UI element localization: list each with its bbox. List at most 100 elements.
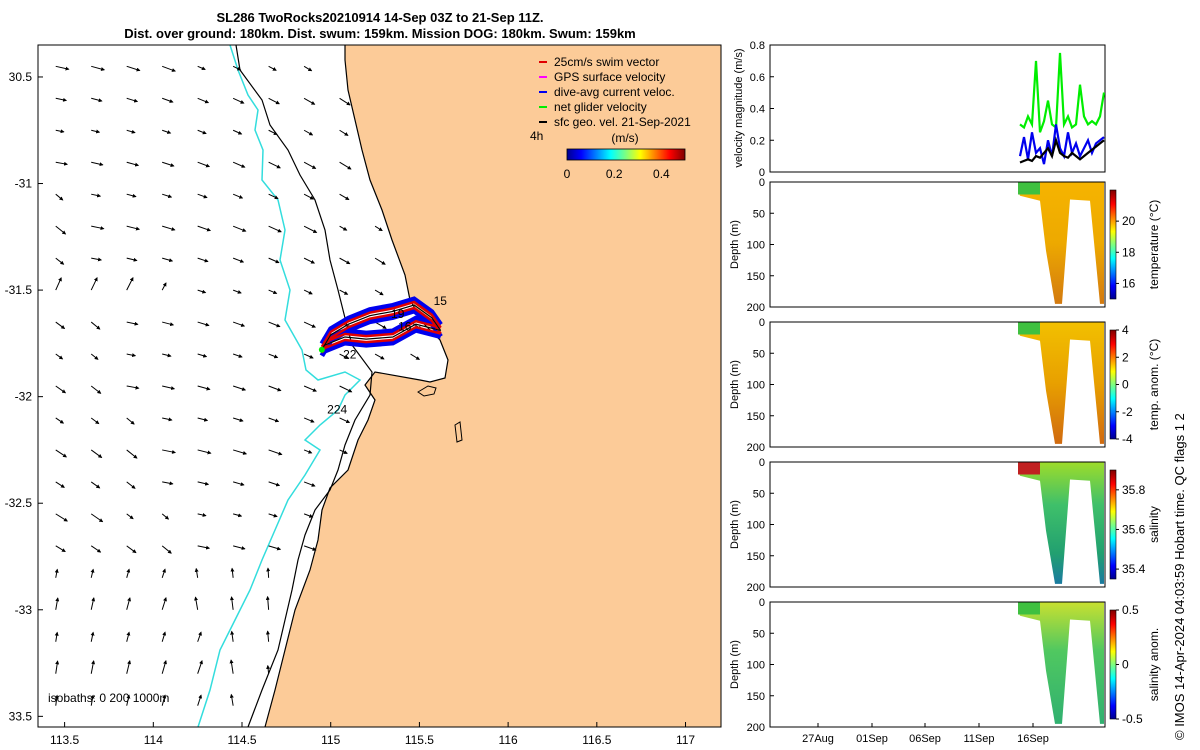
- colorbar-tick-label: 0.5: [1122, 603, 1139, 617]
- velocity-arrow: [55, 417, 65, 424]
- velocity-arrow: [303, 321, 316, 328]
- velocity-frame: [769, 44, 1106, 173]
- velocity-arrow: [90, 449, 103, 459]
- velocity-arrow: [339, 385, 353, 393]
- velocity-arrow: [126, 353, 137, 358]
- velocity-arrow: [54, 568, 59, 578]
- velocity-arrow: [410, 353, 421, 360]
- map-x-ticks: 113.5 114 114.5 115 115.5 116 116.5 117: [50, 722, 695, 747]
- velocity-arrow: [162, 97, 174, 103]
- section-panel: 0 50 100 150 200 Depth (m) -0.5 0 0.5 salinity an…: [729, 597, 1161, 734]
- legend-label: 25cm/s swim vector: [554, 55, 659, 69]
- map-y-tick-label: -32: [15, 390, 33, 404]
- velocity-arrow: [55, 660, 60, 674]
- velocity-arrow: [161, 694, 167, 706]
- velocity-arrow: [55, 65, 70, 71]
- velocity-arrow: [374, 289, 384, 296]
- time-label: 4h: [530, 129, 543, 143]
- velocity-arrow: [91, 257, 103, 262]
- velocity-arrow: [55, 321, 66, 330]
- velocity-series-line: [1018, 124, 1105, 165]
- velocity-arrow: [232, 161, 246, 168]
- velocity-arrow: [268, 481, 281, 487]
- velocity-arrow: [126, 97, 139, 103]
- section-colorbar: [1109, 189, 1117, 300]
- track-outbound: [319, 296, 443, 346]
- depth-tick-label: 0: [759, 317, 765, 329]
- velocity-arrow: [232, 225, 247, 232]
- velocity-y-tick-label: 0: [759, 167, 765, 179]
- velocity-arrow: [90, 545, 102, 553]
- velocity-arrow: [161, 545, 172, 554]
- velocity-arrow: [339, 449, 348, 454]
- velocity-arrow: [303, 513, 314, 518]
- velocity-arrow: [162, 161, 175, 167]
- velocity-arrow: [55, 513, 68, 522]
- velocity-arrow: [90, 694, 95, 706]
- velocity-arrow: [266, 664, 271, 674]
- legend-label: dive-avg current veloc.: [554, 85, 675, 99]
- depth-tick-label: 200: [747, 722, 765, 734]
- date-tick-label: 11Sep: [964, 733, 995, 745]
- velocity-y-label: velocity magnitude (m/s): [733, 48, 745, 167]
- track-inbound: [323, 325, 442, 350]
- chart-title-line1: SL286 TwoRocks20210914 14-Sep 03Z to 21-…: [216, 10, 544, 25]
- velocity-arrow: [197, 97, 210, 104]
- colorbar-tick-label: -2: [1122, 405, 1133, 419]
- velocity-arrow: [55, 353, 64, 360]
- section-data-fill: [1018, 602, 1104, 724]
- date-tick-label: 06Sep: [909, 733, 941, 745]
- velocity-arrow: [194, 567, 199, 578]
- velocity-arrow: [126, 129, 136, 134]
- velocity-arrow: [55, 257, 65, 265]
- date-tick-label: 27Aug: [802, 733, 834, 745]
- isobath-note: isobaths: 0 200 1000m: [48, 691, 169, 705]
- map-x-tick-label: 114.5: [227, 733, 256, 747]
- velocity-arrow: [197, 225, 212, 232]
- map-x-tick-label: 115: [321, 733, 340, 747]
- chart-title-line2: Dist. over ground: 180km. Dist. swum: 15…: [124, 26, 636, 41]
- land-polygon: [265, 45, 721, 727]
- velocity-arrow: [90, 597, 96, 610]
- section-surface-block: [1018, 322, 1040, 335]
- colorbar-tick-label: -4: [1122, 432, 1133, 446]
- velocity-arrow: [232, 353, 243, 358]
- map-x-tick-label: 116: [499, 733, 518, 747]
- section-colorbar: [1109, 609, 1117, 720]
- velocity-arrow: [55, 277, 62, 291]
- velocity-arrow: [197, 417, 209, 422]
- velocity-arrow: [233, 449, 248, 455]
- velocity-arrow: [339, 193, 350, 201]
- velocity-arrow: [90, 353, 99, 360]
- velocity-arrow: [197, 161, 211, 168]
- glider-track: [318, 296, 443, 358]
- legend-label: sfc geo. vel. 21-Sep-2021: [554, 115, 691, 129]
- velocity-arrow: [55, 545, 66, 553]
- section-panel: 0 50 100 150 200 Depth (m) -4 -2 0 2 4 temp. anom. …: [729, 317, 1161, 454]
- velocity-arrow: [126, 660, 132, 674]
- track-outbound: [320, 306, 442, 354]
- speed-colorbar-ticks: 0 0.2 0.4: [564, 167, 670, 181]
- velocity-arrow: [339, 225, 348, 231]
- velocity-arrow: [268, 129, 278, 135]
- velocity-arrow: [162, 321, 175, 327]
- depth-tick-label: 0: [759, 597, 765, 609]
- velocity-arrow: [268, 97, 280, 105]
- island-garden: [454, 421, 463, 443]
- map-y-tick-label: -31.5: [5, 283, 33, 297]
- velocity-arrow: [232, 129, 243, 135]
- island-rottnest: [417, 385, 437, 397]
- depth-tick-label: 150: [747, 691, 765, 703]
- map-y-tick-label: -31: [15, 177, 33, 191]
- velocity-arrow: [374, 225, 383, 232]
- velocity-arrow: [268, 321, 281, 328]
- section-data-fill: [1018, 322, 1104, 444]
- velocity-arrow: [232, 289, 242, 294]
- velocity-arrow: [268, 545, 282, 551]
- velocity-arrow: [232, 97, 245, 104]
- velocity-arrow: [90, 385, 102, 394]
- land-notch-cut: [694, 45, 721, 390]
- isobath-1000m: [197, 44, 362, 728]
- velocity-arrow: [339, 129, 349, 136]
